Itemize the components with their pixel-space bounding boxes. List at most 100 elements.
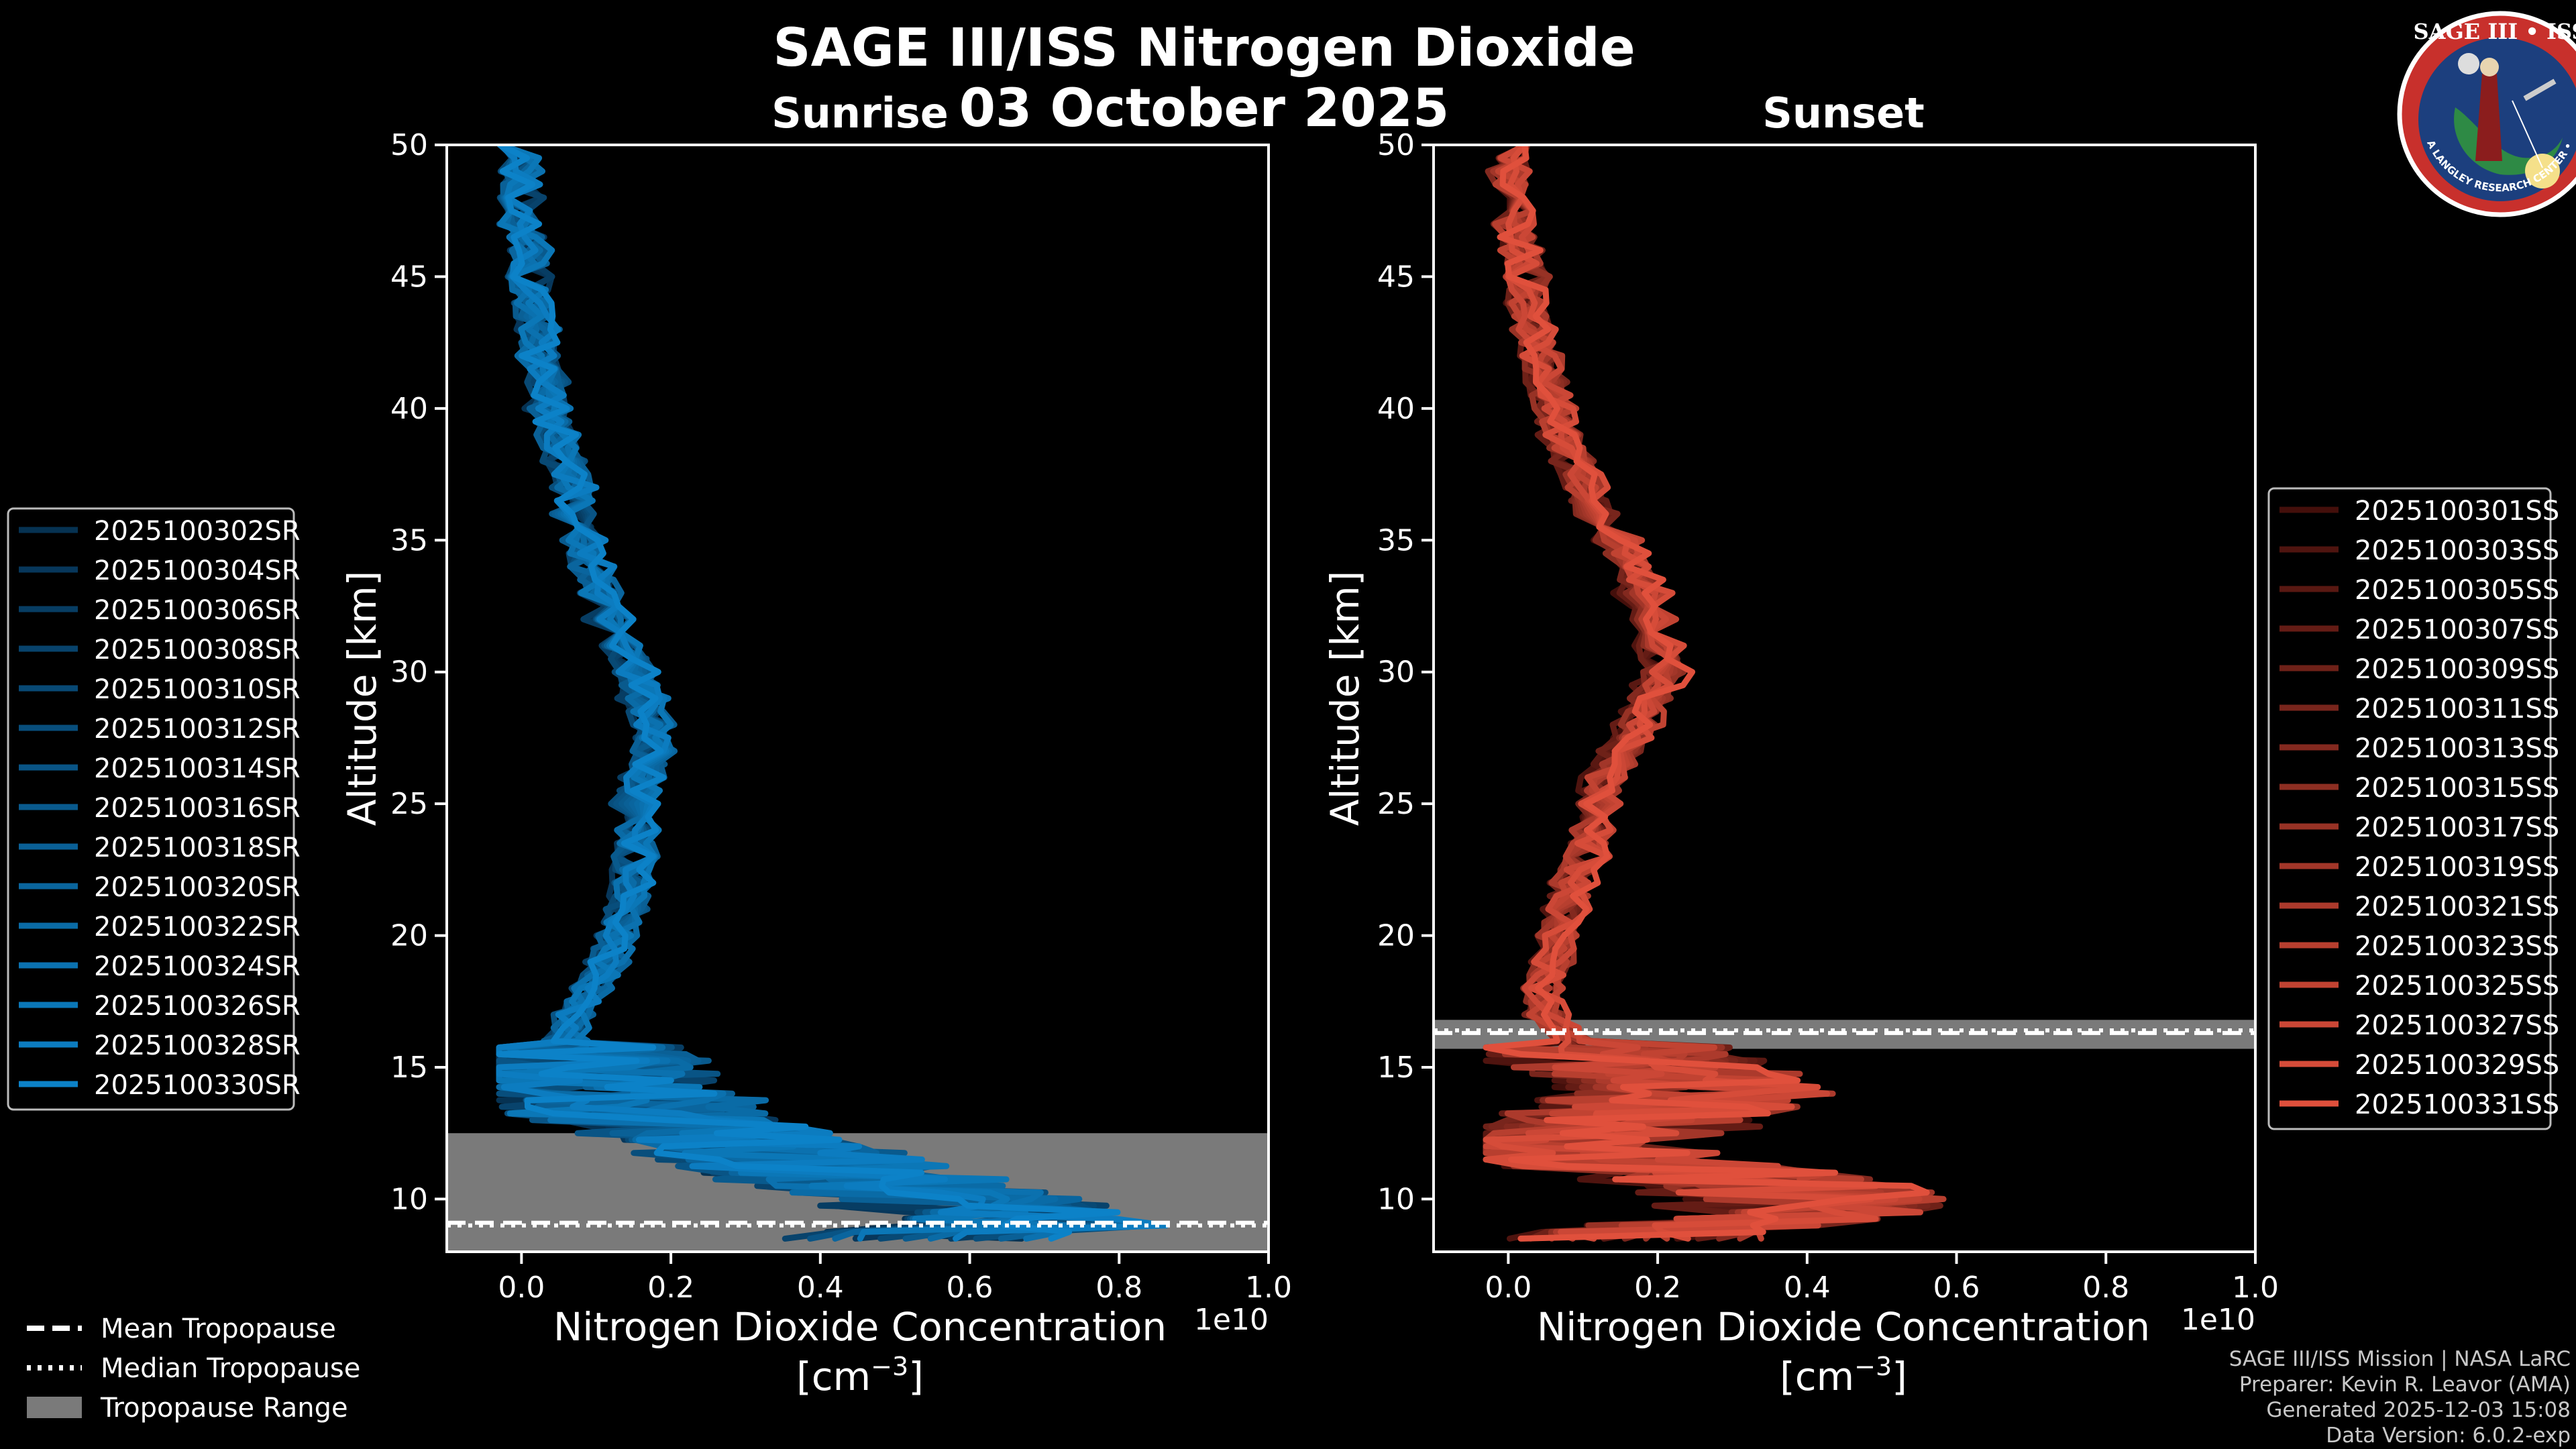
y-ticks-sunset: 10 15 20 25 30 35 40 45 50 bbox=[1377, 128, 1434, 1216]
legend-range-swatch bbox=[27, 1397, 82, 1418]
legend-label: 2025100303SS bbox=[2355, 535, 2559, 566]
legend-label: 2025100301SS bbox=[2355, 496, 2559, 527]
legend-frame-sunrise bbox=[7, 507, 295, 1111]
tropopause-lines bbox=[447, 1220, 1269, 1228]
logo-sun bbox=[2525, 154, 2560, 189]
y-tick-label: 40 bbox=[390, 392, 428, 426]
panel-title-sunrise: Sunrise bbox=[771, 89, 949, 138]
legend-label: 2025100325SS bbox=[2355, 971, 2559, 1002]
legend-label: 2025100308SR bbox=[94, 635, 301, 665]
y-tick-label: 30 bbox=[390, 655, 428, 690]
legend-label: 2025100322SR bbox=[94, 912, 301, 943]
tropopause-lines bbox=[1434, 1028, 2255, 1035]
axes-frame-sunset bbox=[1432, 144, 2257, 1253]
series-line-2025100330SR bbox=[496, 145, 1121, 1242]
y-tick-label: 35 bbox=[390, 523, 428, 557]
legend-label: 2025100318SR bbox=[94, 833, 301, 863]
y-tick-label: 50 bbox=[1377, 128, 1415, 162]
legend-label: 2025100315SS bbox=[2355, 773, 2559, 804]
footer-line: Data Version: 6.0.2-exp bbox=[2326, 1424, 2571, 1448]
x-tick-label: 0.4 bbox=[1784, 1271, 1831, 1305]
x-axis-unit-sunset: [cm−3] bbox=[1780, 1352, 1907, 1399]
footer-line: SAGE III/ISS Mission | NASA LaRC bbox=[2229, 1347, 2571, 1371]
legend-label: 2025100316SR bbox=[94, 793, 301, 824]
axes-frame-sunrise bbox=[445, 144, 1270, 1253]
y-tick-label: 15 bbox=[1377, 1051, 1415, 1085]
legend-label: 2025100317SS bbox=[2355, 812, 2559, 843]
legend-label: 2025100306SR bbox=[94, 595, 301, 626]
legend-label: 2025100331SS bbox=[2355, 1089, 2559, 1120]
x-tick-label: 0.0 bbox=[1485, 1271, 1532, 1305]
x-axis-unit-sunrise: [cm−3] bbox=[796, 1352, 924, 1399]
legend-label: 2025100328SR bbox=[94, 1030, 301, 1061]
legend-label: 2025100309SS bbox=[2355, 654, 2559, 685]
y-tick-label: 20 bbox=[1377, 919, 1415, 953]
y-tick-label: 45 bbox=[1377, 260, 1415, 294]
series-line-2025100322SR bbox=[496, 145, 1132, 1242]
y-tick-label: 35 bbox=[1377, 523, 1415, 557]
logo-figure-head bbox=[2480, 58, 2499, 76]
x-tick-label: 1.0 bbox=[2232, 1271, 2279, 1305]
x-axis-label-sunset: Nitrogen Dioxide Concentration bbox=[1537, 1304, 2150, 1350]
panel-title-sunset: Sunset bbox=[1762, 89, 1925, 138]
legend-tropopause-label: Tropopause Range bbox=[100, 1393, 348, 1424]
x-axis-label-sunrise: Nitrogen Dioxide Concentration bbox=[553, 1304, 1167, 1350]
legend-label: 2025100311SS bbox=[2355, 694, 2559, 724]
x-tick-label: 1.0 bbox=[1245, 1271, 1292, 1305]
legend-label: 2025100321SS bbox=[2355, 892, 2559, 922]
legend-tropopause-label: Mean Tropopause bbox=[101, 1313, 336, 1344]
footer-line: Generated 2025-12-03 15:08 bbox=[2266, 1398, 2571, 1422]
legend-label: 2025100323SS bbox=[2355, 931, 2559, 962]
legend-label: 2025100320SR bbox=[94, 872, 301, 903]
panel-sunrise: Sunrise 0.0 0.2 0.4 0.6 0.8 1.0 10 15 20 25 30 35 4… bbox=[339, 89, 1292, 1399]
series-line-2025100325SS bbox=[1495, 145, 1923, 1242]
figure-title: SAGE III/ISS Nitrogen Dioxide bbox=[773, 18, 1635, 78]
y-tick-label: 50 bbox=[390, 128, 428, 162]
y-tick-label: 30 bbox=[1377, 655, 1415, 690]
legend-sunset: 2025100301SS 2025100303SS 2025100305SS 2025… bbox=[2267, 487, 2559, 1130]
series-line-2025100328SR bbox=[496, 145, 1169, 1242]
logo-figure bbox=[2475, 74, 2502, 161]
legend-label: 2025100302SR bbox=[94, 516, 301, 547]
legend-tropopause: Mean Tropopause Median Tropopause Tropopau… bbox=[27, 1313, 360, 1424]
footer-credits: SAGE III/ISS Mission | NASA LaRCPreparer… bbox=[2229, 1347, 2571, 1448]
legend-label: 2025100305SS bbox=[2355, 575, 2559, 606]
x-tick-label: 0.8 bbox=[1095, 1271, 1142, 1305]
logo-moon bbox=[2458, 53, 2479, 74]
y-tick-label: 25 bbox=[1377, 787, 1415, 821]
y-ticks-sunrise: 10 15 20 25 30 35 40 45 50 bbox=[390, 128, 447, 1216]
logo-beam bbox=[2512, 100, 2543, 168]
x-tick-label: 0.2 bbox=[1634, 1271, 1681, 1305]
y-tick-label: 20 bbox=[390, 919, 428, 953]
legend-frame-sunset bbox=[2267, 487, 2552, 1130]
sunrise-series-group bbox=[496, 145, 1169, 1242]
panel-sunset: Sunset 0.0 0.2 0.4 0.6 0.8 1.0 10 15 20 25 30 35 40… bbox=[1322, 89, 2279, 1399]
legend-label: 2025100310SR bbox=[94, 674, 301, 705]
x-tick-label: 0.6 bbox=[1933, 1271, 1980, 1305]
logo-station bbox=[2523, 78, 2557, 101]
x-tick-label: 0.6 bbox=[947, 1271, 994, 1305]
y-tick-label: 10 bbox=[390, 1182, 428, 1216]
series-line-2025100331SS bbox=[1483, 145, 1930, 1242]
logo-top-text: SAGE III • ISS bbox=[2414, 19, 2576, 44]
footer-line: Preparer: Kevin R. Leavor (AMA) bbox=[2239, 1373, 2571, 1397]
legend-label: 2025100330SR bbox=[94, 1070, 301, 1101]
legend-tropopause-label: Median Tropopause bbox=[101, 1353, 360, 1384]
x-ticks-sunset: 0.0 0.2 0.4 0.6 0.8 1.0 bbox=[1485, 1252, 2279, 1305]
figure-date: 03 October 2025 bbox=[959, 78, 1450, 139]
legend-label: 2025100319SS bbox=[2355, 852, 2559, 883]
x-tick-label: 0.2 bbox=[647, 1271, 694, 1305]
legend-label: 2025100307SS bbox=[2355, 614, 2559, 645]
sunset-series-group bbox=[1483, 145, 1947, 1242]
x-scale-label-sunrise: 1e10 bbox=[1194, 1303, 1269, 1337]
legend-label: 2025100313SS bbox=[2355, 733, 2559, 764]
legend-label: 2025100329SS bbox=[2355, 1050, 2559, 1081]
legend-label: 2025100324SR bbox=[94, 951, 301, 982]
y-tick-label: 25 bbox=[390, 787, 428, 821]
legend-label: 2025100326SR bbox=[94, 991, 301, 1022]
legend-sunrise: 2025100302SR 2025100304SR 2025100306SR 2025… bbox=[7, 507, 301, 1111]
y-axis-label-sunset: Altitude [km] bbox=[1322, 571, 1368, 826]
x-tick-label: 0.8 bbox=[2082, 1271, 2129, 1305]
